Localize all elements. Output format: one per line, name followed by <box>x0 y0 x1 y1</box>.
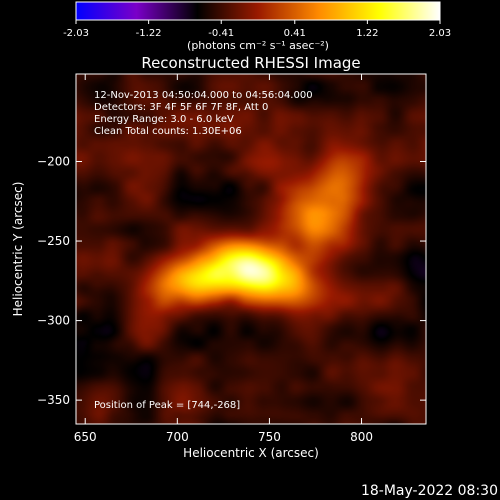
annotation-line: Clean Total counts: 1.30E+06 <box>94 126 242 137</box>
colorbar-ticks: -2.03 -1.22 -0.41 0.41 1.22 2.03 <box>63 20 451 39</box>
y-tick-label: −300 <box>37 314 70 328</box>
annotation-line: Detectors: 3F 4F 5F 6F 7F 8F, Att 0 <box>94 102 268 113</box>
y-tick-label: −350 <box>37 393 70 407</box>
y-tick-label: −200 <box>37 155 70 169</box>
annotations: 12-Nov-2013 04:50:04.000 to 04:56:04.000… <box>94 90 313 137</box>
x-axis-label: Heliocentric X (arcsec) <box>183 446 319 460</box>
colorbar-gradient <box>75 1 441 21</box>
y-tick-label: −250 <box>37 234 70 248</box>
colorbar-tick-label: -2.03 <box>63 28 89 39</box>
annotation-line: Energy Range: 3.0 - 6.0 keV <box>94 114 234 125</box>
colorbar-tick-label: 1.22 <box>356 28 378 39</box>
axis-ticks: 650 700 750 800 −200 −250 −300 −350 <box>37 74 426 444</box>
colorbar: -2.03 -1.22 -0.41 0.41 1.22 2.03 (photons cm⁻… <box>63 1 451 52</box>
y-axis-label: Heliocentric Y (arcsec) <box>11 182 25 317</box>
colorbar-tick-label: -0.41 <box>208 28 234 39</box>
peak-position-label: Position of Peak = [744,-268] <box>94 400 240 411</box>
timestamp: 18-May-2022 08:30 <box>361 483 498 499</box>
colorbar-tick-label: 2.03 <box>429 28 451 39</box>
x-tick-label: 800 <box>350 430 373 444</box>
x-tick-label: 650 <box>74 430 97 444</box>
x-tick-label: 700 <box>166 430 189 444</box>
chart-title: Reconstructed RHESSI Image <box>141 54 360 72</box>
annotation-line: 12-Nov-2013 04:50:04.000 to 04:56:04.000 <box>94 90 313 101</box>
heatmap-image <box>76 74 426 424</box>
x-tick-label: 750 <box>258 430 281 444</box>
colorbar-tick-label: -1.22 <box>136 28 162 39</box>
colorbar-tick-label: 0.41 <box>284 28 306 39</box>
plot-area: 12-Nov-2013 04:50:04.000 to 04:56:04.000… <box>37 73 427 444</box>
plot-frame <box>75 73 427 425</box>
colorbar-units: (photons cm⁻² s⁻¹ asec⁻²) <box>187 39 329 52</box>
